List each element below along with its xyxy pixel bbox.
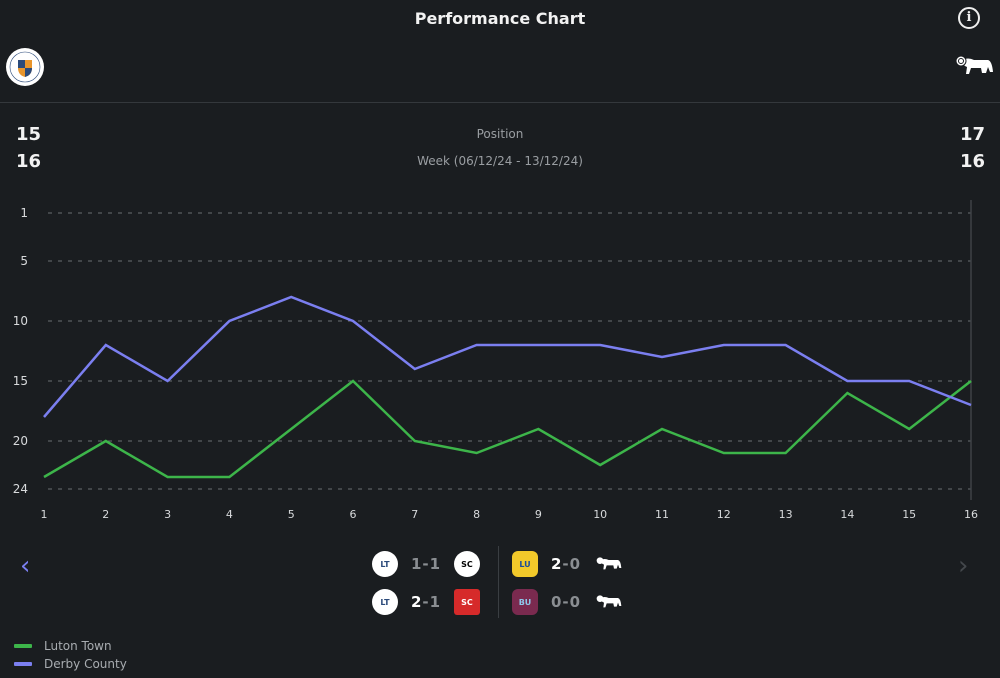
y-tick-label: 1 bbox=[20, 206, 28, 220]
x-tick-label: 6 bbox=[350, 508, 357, 521]
x-tick-label: 8 bbox=[473, 508, 480, 521]
x-tick-label: 4 bbox=[226, 508, 233, 521]
x-tick-label: 3 bbox=[164, 508, 171, 521]
x-tick-label: 5 bbox=[288, 508, 295, 521]
x-tick-label: 2 bbox=[102, 508, 109, 521]
away-position-value: 17 bbox=[960, 124, 986, 145]
series-line-derby-county bbox=[43, 295, 972, 418]
fixtures-divider bbox=[498, 546, 499, 618]
fixture-row[interactable]: BU 0-0 bbox=[512, 589, 622, 615]
x-tick-label: 13 bbox=[779, 508, 793, 521]
y-tick-label: 20 bbox=[13, 434, 28, 448]
luton-town-crest-icon bbox=[6, 48, 44, 86]
luton-town-crest-icon: LT bbox=[372, 551, 398, 577]
luton-town-crest-icon: LT bbox=[372, 589, 398, 615]
fixture-score: 2-0 bbox=[550, 555, 582, 573]
position-label: Position bbox=[476, 127, 524, 141]
x-tick-label: 9 bbox=[535, 508, 542, 521]
away-week-value: 16 bbox=[960, 151, 986, 172]
derby-county-ram-crest-icon bbox=[596, 557, 622, 570]
home-position-value: 15 bbox=[16, 124, 42, 145]
leeds-united-crest-icon: LU bbox=[512, 551, 538, 577]
home-week-value: 16 bbox=[16, 151, 42, 172]
chevron-left-icon[interactable]: ‹ bbox=[20, 551, 31, 581]
legend-label: Derby County bbox=[44, 657, 127, 671]
legend-swatch bbox=[14, 662, 32, 666]
derby-county-ram-crest-icon bbox=[955, 55, 993, 74]
derby-county-ram-crest-icon bbox=[596, 595, 622, 608]
legend-label: Luton Town bbox=[44, 639, 112, 653]
fixture-score: 0-0 bbox=[550, 593, 582, 611]
y-tick-label: 15 bbox=[13, 374, 28, 388]
swansea-city-crest-icon: SC bbox=[454, 551, 480, 577]
fixture-score: 1-1 bbox=[410, 555, 442, 573]
fixture-row[interactable]: LU 2-0 bbox=[512, 551, 622, 577]
burnley-crest-icon: BU bbox=[512, 589, 538, 615]
info-icon[interactable]: i bbox=[958, 7, 980, 29]
x-tick-label: 1 bbox=[41, 508, 48, 521]
week-label: Week (06/12/24 - 13/12/24) bbox=[417, 154, 583, 168]
stoke-city-crest-icon: SC bbox=[454, 589, 480, 615]
x-tick-label: 11 bbox=[655, 508, 669, 521]
legend-item-luton-town: Luton Town bbox=[14, 639, 112, 653]
x-tick-label: 14 bbox=[840, 508, 854, 521]
x-tick-label: 10 bbox=[593, 508, 607, 521]
header-divider bbox=[0, 102, 1000, 103]
fixture-row[interactable]: LT 2-1 SC bbox=[372, 589, 480, 615]
x-tick-label: 12 bbox=[717, 508, 731, 521]
legend-item-derby-county: Derby County bbox=[14, 657, 127, 671]
y-tick-label: 10 bbox=[13, 314, 28, 328]
fixture-row[interactable]: LT 1-1 SC bbox=[372, 551, 480, 577]
x-tick-label: 16 bbox=[964, 508, 978, 521]
x-tick-label: 7 bbox=[411, 508, 418, 521]
fixture-score: 2-1 bbox=[410, 593, 442, 611]
y-tick-label: 5 bbox=[20, 254, 28, 268]
page-title: Performance Chart bbox=[414, 9, 586, 28]
legend-swatch bbox=[14, 644, 32, 648]
x-tick-label: 15 bbox=[902, 508, 916, 521]
y-tick-label: 24 bbox=[13, 482, 28, 496]
chevron-right-icon[interactable]: › bbox=[958, 551, 969, 581]
series-line-luton-town bbox=[43, 379, 972, 479]
